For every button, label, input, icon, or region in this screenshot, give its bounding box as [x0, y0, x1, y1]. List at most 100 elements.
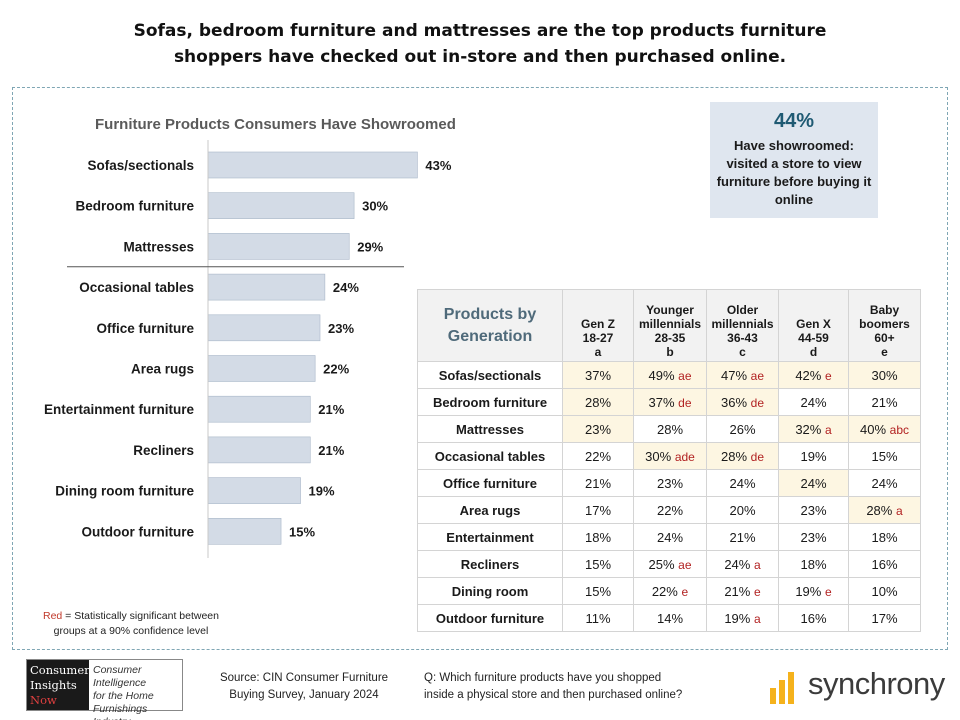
showroomed-description: Have showroomed: visited a store to view… [716, 138, 872, 207]
table-cell: 17% [562, 496, 634, 524]
data-label: 43% [425, 158, 451, 173]
significance-marker: ae [678, 368, 692, 383]
table-cell: 22% [633, 496, 707, 524]
col-header-line: d [809, 345, 818, 359]
category-label: Occasional tables [79, 280, 194, 295]
cell-value: 22% [656, 502, 684, 518]
table-cell: 23% [562, 415, 634, 443]
table-cell: 30% [848, 361, 921, 389]
col-header-older-millennials: Older millennials 36-43 c [706, 289, 779, 362]
col-header-line: 44-59 [798, 331, 829, 345]
significance-marker: de [678, 395, 692, 410]
showroomed-stat-box: 44% Have showroomed: visited a store to … [710, 102, 878, 218]
significance-marker: e [824, 368, 832, 383]
cell-value: 28% [656, 421, 684, 437]
bar [207, 273, 326, 301]
table-cell: 21% [706, 523, 779, 551]
table-cell: 24% a [706, 550, 779, 578]
cell-value: 21% [584, 475, 612, 491]
table-cell: 28% de [706, 442, 779, 470]
table-row: Entertainment 18% 24% 21% 23% 18% [417, 523, 921, 551]
table-cell: 18% [562, 523, 634, 551]
col-header-line: Baby [869, 303, 900, 317]
cell-value: 15% [871, 448, 898, 464]
synchrony-bars-icon [770, 672, 794, 704]
headline-line-2: shoppers have checked out in-store and t… [173, 47, 787, 67]
significance-marker: a [895, 503, 903, 518]
table-cell: 18% [848, 523, 921, 551]
cell-value: 32% [795, 421, 822, 437]
table-cell: 19% a [706, 604, 779, 632]
table-cell: 28% [633, 415, 707, 443]
corner-header-line: Products by [443, 305, 537, 323]
cell-value: 22% [651, 583, 678, 599]
significance-marker: ade [674, 449, 695, 464]
significance-marker: abc [889, 422, 909, 437]
table-row: Dining room 15% 22% e 21% e 19% e 10% [417, 577, 921, 605]
bar [207, 436, 311, 464]
category-label: Mattresses [123, 239, 194, 254]
table-row: Bedroom furniture 28% 37% de 36% de 24% 21% [417, 388, 921, 416]
data-label: 30% [362, 199, 388, 214]
chart-title: Furniture Products Consumers Have Showro… [95, 116, 456, 133]
cell-value: 30% [645, 448, 672, 464]
table-cell: 24% [706, 469, 779, 497]
table-cell: 37% [562, 361, 634, 389]
category-label: Entertainment furniture [44, 402, 195, 417]
cin-logo-word: Now [30, 693, 57, 707]
cin-tagline-line: Furnishings Industry [93, 703, 148, 720]
cell-value: 20% [729, 502, 756, 518]
significance-marker: a [824, 422, 832, 437]
col-header-line: Younger [646, 303, 694, 317]
headline-line-1: Sofas, bedroom furniture and mattresses … [133, 21, 827, 41]
bar [207, 395, 311, 423]
cell-value: 18% [871, 529, 898, 545]
col-header-line: e [881, 345, 888, 359]
data-label: 21% [318, 443, 344, 458]
table-row: Mattresses 23% 28% 26% 32% a 40% abc [417, 415, 921, 443]
cell-value: 24% [729, 475, 756, 491]
table-cell: 17% [848, 604, 921, 632]
table-row: Outdoor furniture 11% 14% 19% a 16% 17% [417, 604, 921, 632]
row-label: Sofas/sectionals [417, 361, 563, 389]
category-label: Area rugs [131, 362, 194, 377]
table-cell: 21% [848, 388, 921, 416]
category-label: Recliners [133, 443, 194, 458]
table-cell: 10% [848, 577, 921, 605]
col-header-line: b [666, 345, 674, 359]
corner-header: Products by Generation [417, 289, 563, 362]
bar [207, 477, 301, 504]
source-note: Source: CIN Consumer Furniture Buying Su… [214, 670, 394, 704]
cell-value: 37% [584, 367, 612, 383]
cell-value: 28% [866, 502, 893, 518]
data-label: 19% [309, 484, 335, 499]
table-row: Recliners 15% 25% ae 24% a 18% 16% [417, 550, 921, 578]
cell-value: 24% [871, 475, 898, 491]
table-cell: 47% ae [706, 361, 779, 389]
cell-value: 19% [795, 583, 822, 599]
significance-footnote: Red = Statistically significant between … [36, 609, 226, 639]
table-cell: 15% [562, 577, 634, 605]
table-cell: 11% [562, 604, 634, 632]
footnote-line-1: Red = Statistically significant between [36, 609, 226, 624]
cell-value: 26% [729, 421, 756, 437]
table-cell: 21% [562, 469, 634, 497]
table-cell: 37% de [633, 388, 707, 416]
table-cell: 23% [633, 469, 707, 497]
data-label: 21% [318, 402, 344, 417]
cell-value: 23% [800, 529, 827, 545]
col-header-younger-millennials: Younger millennials 28-35 b [633, 289, 707, 362]
col-header-line: c [739, 345, 746, 359]
row-label: Bedroom furniture [417, 388, 563, 416]
cell-value: 49% [648, 367, 675, 383]
category-label: Office furniture [96, 321, 194, 336]
row-label: Outdoor furniture [417, 604, 563, 632]
cell-value: 28% [720, 448, 748, 464]
data-label: 23% [328, 321, 354, 336]
cell-value: 25% [648, 556, 675, 572]
cell-value: 16% [871, 556, 898, 572]
cell-value: 24% [800, 475, 827, 491]
row-label: Entertainment [417, 523, 563, 551]
cell-value: 21% [724, 583, 751, 599]
bar [207, 355, 316, 382]
